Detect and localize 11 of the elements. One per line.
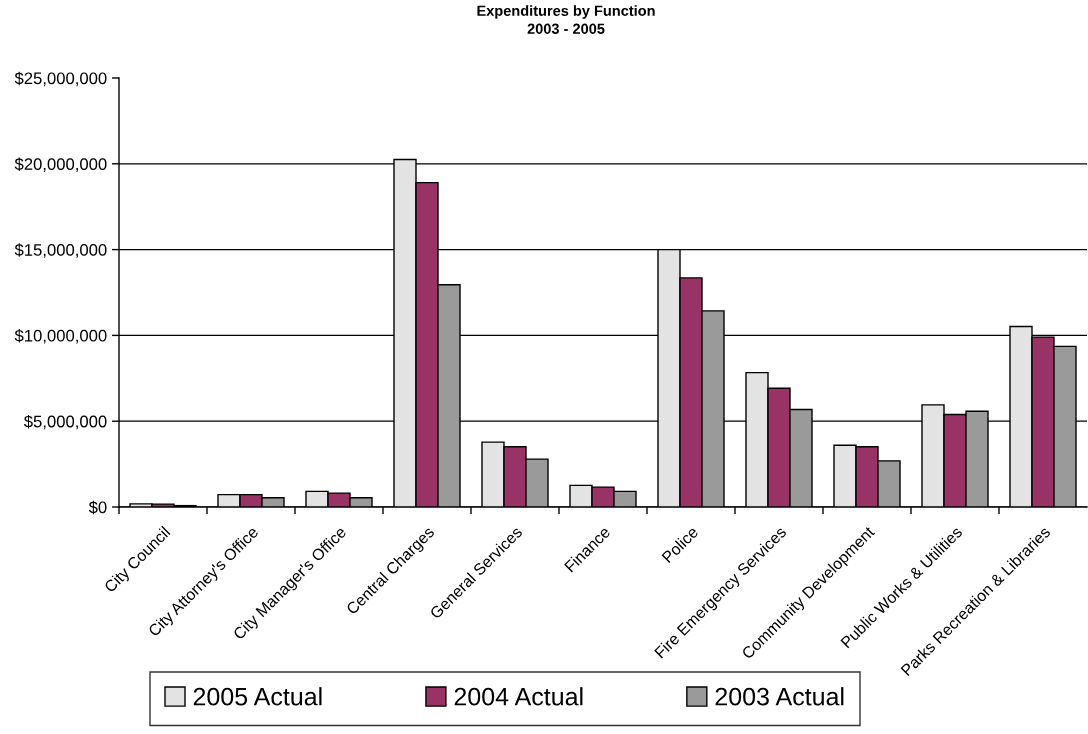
y-tick-label: $10,000,000: [14, 329, 107, 344]
legend-label: 2003 Actual: [715, 687, 844, 706]
y-tick-label: $15,000,000: [14, 243, 107, 258]
chart-title: Expenditures by Function: [477, 5, 655, 19]
y-tick-label: $20,000,000: [14, 157, 107, 172]
chart-subtitle: 2003 - 2005: [527, 23, 605, 34]
y-tick-label: $5,000,000: [23, 414, 107, 430]
legend-label: 2004 Actual: [454, 687, 583, 706]
y-tick-label: $0: [88, 500, 107, 515]
y-tick-label: $25,000,000: [14, 71, 107, 87]
legend-label: 2005 Actual: [193, 687, 322, 706]
